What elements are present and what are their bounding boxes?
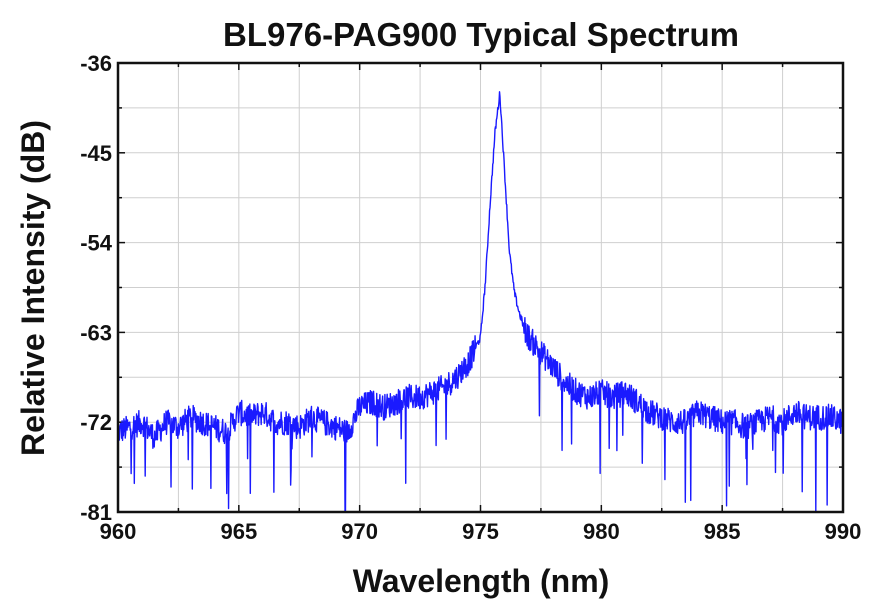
x-tick-labels: 960 965 970 975 980 985 990 bbox=[100, 519, 862, 544]
spectrum-line bbox=[117, 91, 844, 513]
x-axis-label: Wavelength (nm) bbox=[353, 563, 610, 599]
x-tick-label: 975 bbox=[462, 519, 499, 544]
y-tick-labels: -36 -45 -54 -63 -72 -81 bbox=[80, 51, 113, 525]
y-tick-label: -72 bbox=[80, 410, 112, 435]
y-axis-label: Relative Intensity (dB) bbox=[15, 120, 51, 456]
chart-title: BL976-PAG900 Typical Spectrum bbox=[223, 16, 739, 53]
y-tick-label: -45 bbox=[80, 141, 112, 166]
x-tick-label: 990 bbox=[825, 519, 862, 544]
x-tick-label: 970 bbox=[341, 519, 378, 544]
y-tick-label: -63 bbox=[80, 320, 112, 345]
x-tick-label: 980 bbox=[583, 519, 620, 544]
plot-frame bbox=[116, 61, 845, 514]
y-tick-label: -36 bbox=[80, 51, 112, 76]
y-tick-label: -54 bbox=[80, 231, 113, 256]
x-tick-label: 985 bbox=[704, 519, 741, 544]
x-tick-label: 965 bbox=[220, 519, 257, 544]
y-tick-label: -81 bbox=[80, 500, 112, 525]
x-tick-label: 960 bbox=[100, 519, 137, 544]
series-layer bbox=[117, 91, 844, 513]
